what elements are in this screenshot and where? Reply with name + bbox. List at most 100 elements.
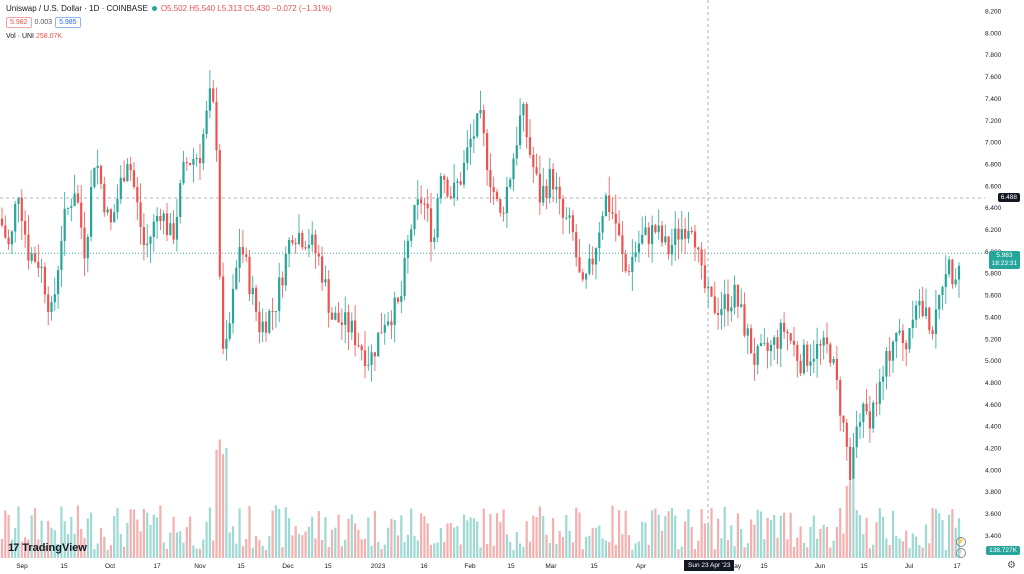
volume-bar [588,535,591,558]
candle-body [139,202,142,228]
candle-body [545,186,548,198]
volume-bar [37,539,40,558]
volume-bar [165,549,169,558]
candle-body [938,294,941,310]
volume-bar [159,505,162,558]
candle-body [825,337,829,345]
volume-bar [446,523,449,558]
y-tick-label: 8.000 [985,30,1002,37]
volume-bar [532,515,535,558]
volume-bar [802,542,805,558]
volume-bar [822,524,825,558]
volume-bar [30,515,33,558]
x-tick-label: 15 [760,563,768,570]
candle-body [50,302,53,312]
volume-bar [687,509,690,558]
volume-bar [212,540,215,558]
volume-bar [297,534,301,558]
candle-body [561,198,565,218]
sell-button[interactable]: 5.982 [6,17,32,28]
candle-body [142,227,145,246]
volume-bar [783,512,786,558]
candle-body [868,411,871,429]
candle-body [27,234,30,261]
alert-icon[interactable]: ! [956,548,966,558]
volume-bar [769,520,772,558]
symbol-title[interactable]: Uniswap / U.S. Dollar · 1D · COINBASE [6,4,148,13]
volume-bar [347,518,350,558]
candle-body [347,312,350,333]
volume-last-label: 138.727K [989,547,1017,554]
candle-body [822,337,825,346]
volume-bar [439,528,442,558]
volume-bar [875,522,878,558]
volume-bar [172,516,175,558]
volume-bar [634,543,637,558]
candle-body [730,307,733,312]
candle-body [816,344,819,359]
volume-bar [63,521,66,558]
candle-body [205,110,208,134]
volume-bar [525,521,528,558]
candle-body [126,164,129,182]
crosshair-price-label: 6.488 [1000,194,1017,202]
y-tick-label: 7.800 [985,52,1002,59]
candle-body [109,209,112,223]
volume-bar [512,549,515,558]
candle-body [86,236,89,259]
candle-body [274,311,277,313]
x-tick-label: 15 [324,563,332,570]
volume-bar [509,541,512,558]
candle-body [66,207,70,209]
volume-bar [591,528,594,558]
candle-body [136,186,139,203]
volume-bar [944,549,947,558]
volume-bar [426,523,429,558]
volume-bar [350,514,353,558]
candle-body [327,279,330,313]
volume-bar [416,540,419,558]
volume-bar [403,542,406,558]
candle-body [753,353,756,365]
candle-body [598,232,601,249]
candle-body [268,311,271,333]
volume-bar [898,538,901,558]
volume-bar [753,524,756,558]
buy-button[interactable]: 5.985 [55,17,81,28]
volume-bar [799,526,802,558]
volume-bar [621,534,624,558]
volume-bar [142,508,145,558]
volume-bar [373,510,376,558]
ohlc-values: O5.502 H5.540 L5.313 C5.430 −0.072 (−1.3… [160,4,332,13]
crosshair-date-label: Sun 23 Apr '23 [688,562,731,569]
settings-gear-icon[interactable]: ⚙ [1007,560,1016,571]
volume-bar [700,509,703,558]
candle-body [363,350,367,366]
volume-bar [479,547,482,558]
lightning-icon[interactable]: ⚡ [956,537,966,547]
candle-body [482,109,485,134]
candle-body [324,279,327,283]
tradingview-logo[interactable]: 17 TradingView [8,542,87,554]
volume-bar [713,549,716,558]
candle-body [152,221,155,237]
volume-bar [773,515,776,558]
candle-body [763,342,766,344]
candle-body [20,197,23,222]
volume-bar [548,542,551,558]
volume-bar [99,528,103,558]
volume-bar [119,533,122,558]
candle-body [218,150,221,277]
candle-body [515,145,518,159]
candle-body [723,294,726,310]
candle-body [433,237,436,242]
candle-body [0,218,4,226]
candle-body [882,376,885,382]
candle-body [835,358,838,381]
candle-body [156,216,159,222]
candle-body [83,227,86,259]
volume-bar [928,543,931,558]
candle-body [720,309,723,315]
candle-body [845,422,848,447]
